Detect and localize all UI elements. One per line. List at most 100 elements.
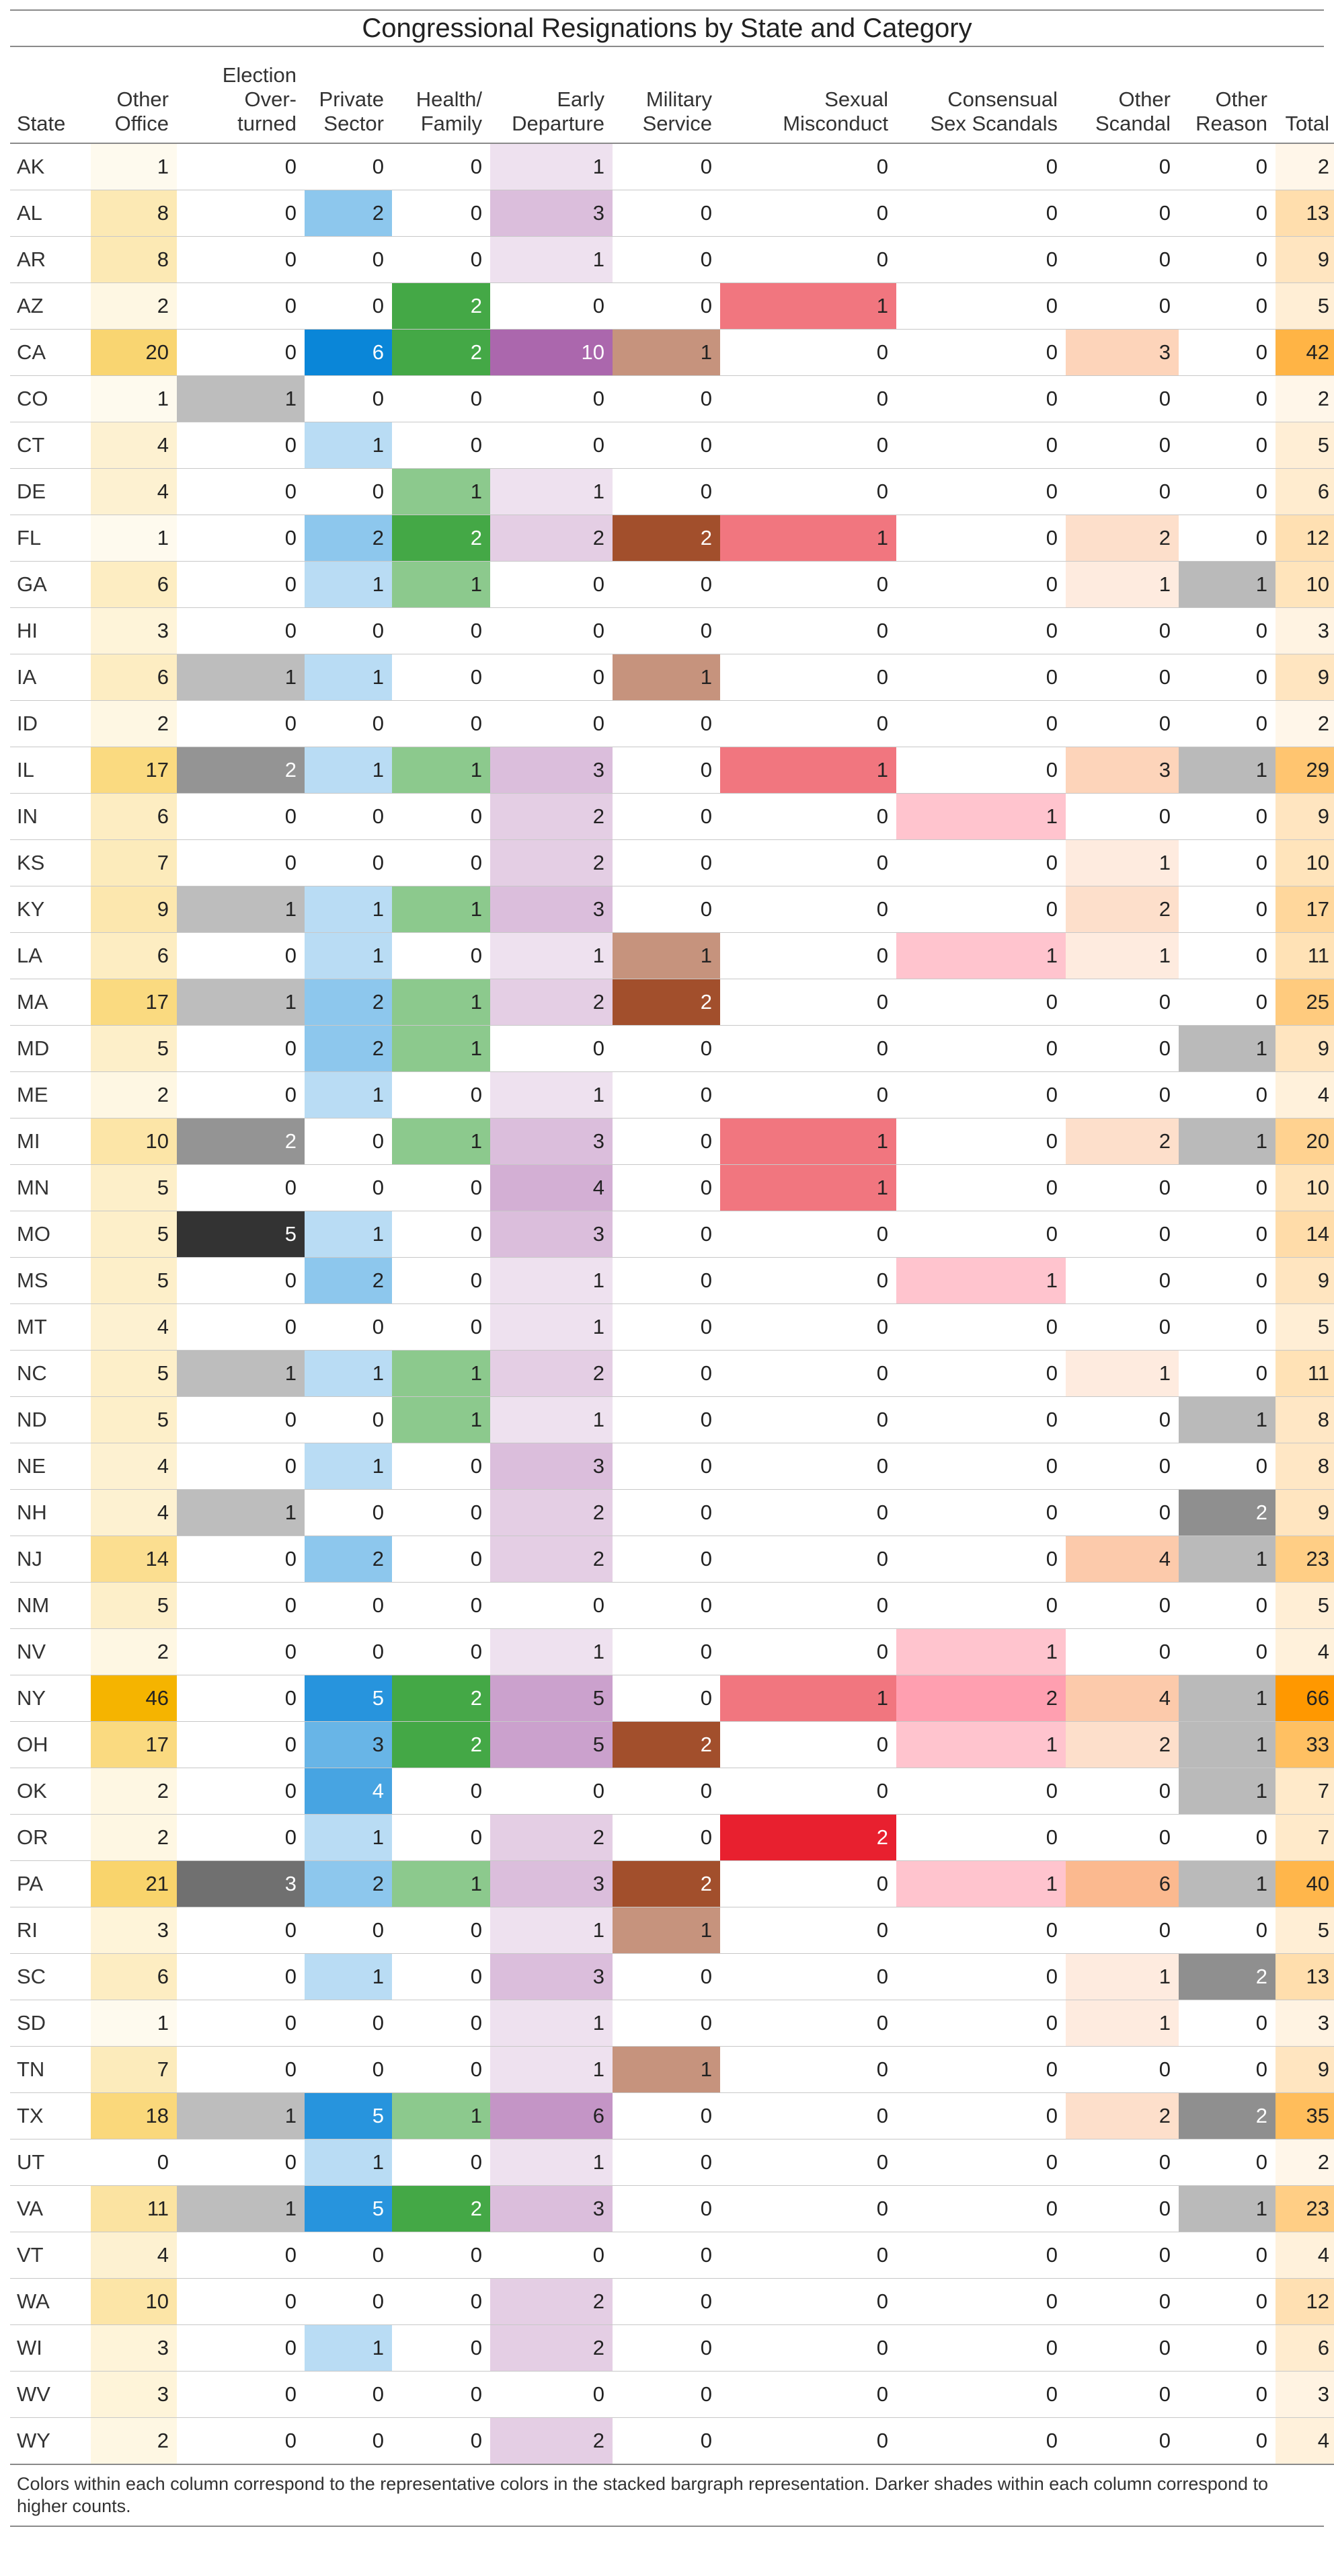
cell-total: 2	[1276, 375, 1334, 422]
cell-health-family: 1	[392, 979, 490, 1026]
column-header-other-scandal: Other Scandal	[1066, 47, 1179, 144]
table-row: KY 9 1 1 1 3 0 0 0 2 0 17	[10, 886, 1334, 933]
cell-early-departure: 2	[490, 2417, 613, 2465]
cell-total: 6	[1276, 468, 1334, 515]
cell-other-scandal: 0	[1066, 2232, 1179, 2279]
table-row: KS 7 0 0 0 2 0 0 0 1 0 10	[10, 839, 1334, 886]
cell-private-sector: 0	[305, 1489, 392, 1536]
cell-consensual-sex-scandals: 0	[896, 1443, 1066, 1490]
cell-total: 9	[1276, 1025, 1334, 1072]
cell-health-family: 1	[392, 468, 490, 515]
cell-military-service: 0	[613, 1071, 720, 1119]
cell-consensual-sex-scandals: 0	[896, 190, 1066, 237]
cell-other-scandal: 0	[1066, 979, 1179, 1026]
cell-other-office: 5	[91, 1164, 177, 1211]
state-cell: MT	[10, 1303, 91, 1351]
cell-military-service: 0	[613, 1953, 720, 2000]
cell-military-service: 2	[613, 1721, 720, 1768]
cell-early-departure: 1	[490, 2139, 613, 2186]
cell-other-reason: 0	[1179, 1164, 1276, 1211]
cell-sexual-misconduct: 1	[720, 747, 896, 794]
cell-military-service: 0	[613, 2417, 720, 2465]
cell-early-departure: 0	[490, 422, 613, 469]
state-cell: AL	[10, 190, 91, 237]
cell-sexual-misconduct: 0	[720, 329, 896, 376]
cell-consensual-sex-scandals: 0	[896, 2046, 1066, 2093]
cell-sexual-misconduct: 0	[720, 2417, 896, 2465]
cell-election-overturned: 1	[177, 375, 305, 422]
cell-other-reason: 0	[1179, 1814, 1276, 1861]
cell-total: 33	[1276, 1721, 1334, 1768]
cell-other-scandal: 0	[1066, 190, 1179, 237]
cell-other-reason: 0	[1179, 1350, 1276, 1397]
cell-military-service: 1	[613, 2046, 720, 2093]
cell-early-departure: 3	[490, 1860, 613, 1907]
cell-private-sector: 1	[305, 1953, 392, 2000]
cell-health-family: 0	[392, 1071, 490, 1119]
table-row: NE 4 0 1 0 3 0 0 0 0 0 8	[10, 1443, 1334, 1490]
cell-early-departure: 10	[490, 329, 613, 376]
state-cell: MO	[10, 1211, 91, 1258]
cell-early-departure: 2	[490, 515, 613, 562]
cell-other-office: 4	[91, 422, 177, 469]
cell-private-sector: 0	[305, 793, 392, 840]
cell-private-sector: 1	[305, 1350, 392, 1397]
cell-total: 5	[1276, 282, 1334, 330]
cell-private-sector: 1	[305, 1814, 392, 1861]
cell-other-reason: 1	[1179, 1721, 1276, 1768]
cell-other-reason: 0	[1179, 1211, 1276, 1258]
table-row: FL 1 0 2 2 2 2 1 0 2 0 12	[10, 515, 1334, 562]
cell-health-family: 0	[392, 190, 490, 237]
cell-other-office: 3	[91, 2371, 177, 2418]
table-row: SD 1 0 0 0 1 0 0 0 1 0 3	[10, 2000, 1334, 2047]
cell-health-family: 0	[392, 2371, 490, 2418]
cell-military-service: 0	[613, 468, 720, 515]
cell-election-overturned: 0	[177, 1628, 305, 1675]
cell-early-departure: 2	[490, 1489, 613, 1536]
cell-other-office: 6	[91, 793, 177, 840]
cell-election-overturned: 0	[177, 839, 305, 886]
cell-consensual-sex-scandals: 0	[896, 329, 1066, 376]
cell-other-scandal: 0	[1066, 236, 1179, 283]
cell-election-overturned: 0	[177, 1396, 305, 1443]
table-row: AR 8 0 0 0 1 0 0 0 0 0 9	[10, 236, 1334, 283]
table-row: TN 7 0 0 0 1 1 0 0 0 0 9	[10, 2046, 1334, 2093]
cell-other-reason: 0	[1179, 1303, 1276, 1351]
cell-private-sector: 0	[305, 375, 392, 422]
state-cell: MI	[10, 1118, 91, 1165]
cell-private-sector: 0	[305, 1582, 392, 1629]
cell-consensual-sex-scandals: 1	[896, 793, 1066, 840]
cell-health-family: 0	[392, 2000, 490, 2047]
cell-military-service: 0	[613, 282, 720, 330]
state-cell: AR	[10, 236, 91, 283]
cell-other-scandal: 0	[1066, 700, 1179, 747]
cell-consensual-sex-scandals: 0	[896, 747, 1066, 794]
cell-early-departure: 0	[490, 2232, 613, 2279]
cell-private-sector: 0	[305, 1303, 392, 1351]
table-row: MO 5 5 1 0 3 0 0 0 0 0 14	[10, 1211, 1334, 1258]
state-cell: SC	[10, 1953, 91, 2000]
cell-election-overturned: 0	[177, 2000, 305, 2047]
cell-election-overturned: 0	[177, 422, 305, 469]
cell-private-sector: 2	[305, 1536, 392, 1583]
cell-consensual-sex-scandals: 0	[896, 700, 1066, 747]
cell-health-family: 0	[392, 2139, 490, 2186]
cell-consensual-sex-scandals: 1	[896, 1628, 1066, 1675]
cell-other-scandal: 0	[1066, 2185, 1179, 2232]
state-cell: ND	[10, 1396, 91, 1443]
cell-consensual-sex-scandals: 0	[896, 979, 1066, 1026]
table-row: OR 2 0 1 0 2 0 2 0 0 0 7	[10, 1814, 1334, 1861]
cell-military-service: 0	[613, 1582, 720, 1629]
cell-other-scandal: 0	[1066, 2139, 1179, 2186]
cell-early-departure: 0	[490, 2371, 613, 2418]
state-cell: NC	[10, 1350, 91, 1397]
cell-health-family: 0	[392, 932, 490, 979]
cell-other-reason: 0	[1179, 654, 1276, 701]
cell-private-sector: 0	[305, 1164, 392, 1211]
cell-health-family: 0	[392, 700, 490, 747]
cell-military-service: 0	[613, 1396, 720, 1443]
cell-other-scandal: 0	[1066, 1768, 1179, 1815]
cell-health-family: 0	[392, 2046, 490, 2093]
cell-sexual-misconduct: 0	[720, 1396, 896, 1443]
cell-military-service: 0	[613, 1257, 720, 1304]
